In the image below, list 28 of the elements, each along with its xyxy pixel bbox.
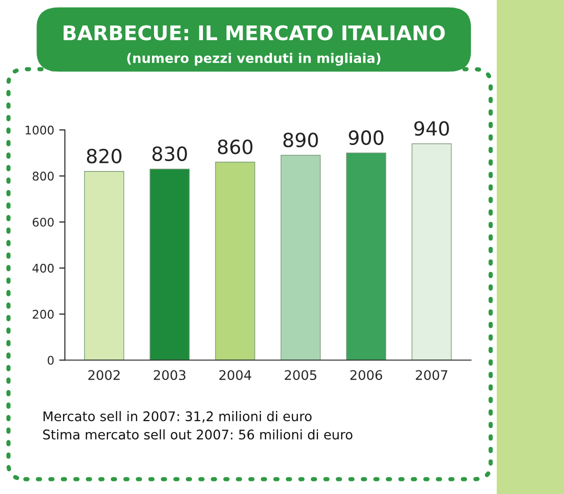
x-tick-label: 2007 [416,370,448,380]
chart-subtitle: (numero pezzi venduti in migliaia) [127,52,380,66]
bar [215,162,256,360]
y-tick-label: 400 [32,264,54,273]
data-label: 830 [152,146,187,162]
y-tick-label: 600 [32,218,54,227]
x-tick-label: 2006 [350,370,382,380]
data-label: 890 [283,132,318,148]
data-label: 860 [218,140,252,154]
text: Mercato sell in 2007: 31,2 milioni di euro [44,411,312,423]
y-tick-label: 0 [48,356,54,365]
y-tick-label: 1000 [26,126,54,135]
bar [84,171,124,360]
data-label: 820 [86,148,122,164]
x-tick-label: 2003 [154,370,186,380]
data-label: 940 [414,121,449,136]
bar [346,152,386,360]
data-label: 900 [348,130,384,146]
y-tick-label: 800 [32,172,54,181]
bar [150,168,190,360]
y-tick-label: 200 [32,310,54,319]
x-tick-label: 2002 [88,370,120,380]
text: Stima mercato sell out 2007: 56 milioni di euro [43,429,352,440]
x-tick-label: 2004 [219,370,252,380]
bar [412,143,452,360]
bar [280,154,321,360]
x-tick-label: 2005 [284,370,316,380]
chart-title: BARBECUE: IL MERCATO ITALIANO [64,25,445,40]
